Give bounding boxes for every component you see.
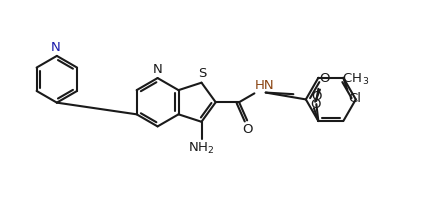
Text: O: O (242, 123, 253, 136)
Text: Cl: Cl (348, 92, 361, 105)
Text: NH$_2$: NH$_2$ (188, 141, 215, 156)
Text: HN: HN (255, 79, 274, 92)
Text: O: O (311, 89, 322, 103)
Text: O—CH$_3$: O—CH$_3$ (319, 72, 369, 87)
Text: N: N (51, 41, 60, 54)
Text: S: S (198, 67, 206, 80)
Text: N: N (152, 63, 162, 76)
Text: O: O (310, 98, 321, 112)
